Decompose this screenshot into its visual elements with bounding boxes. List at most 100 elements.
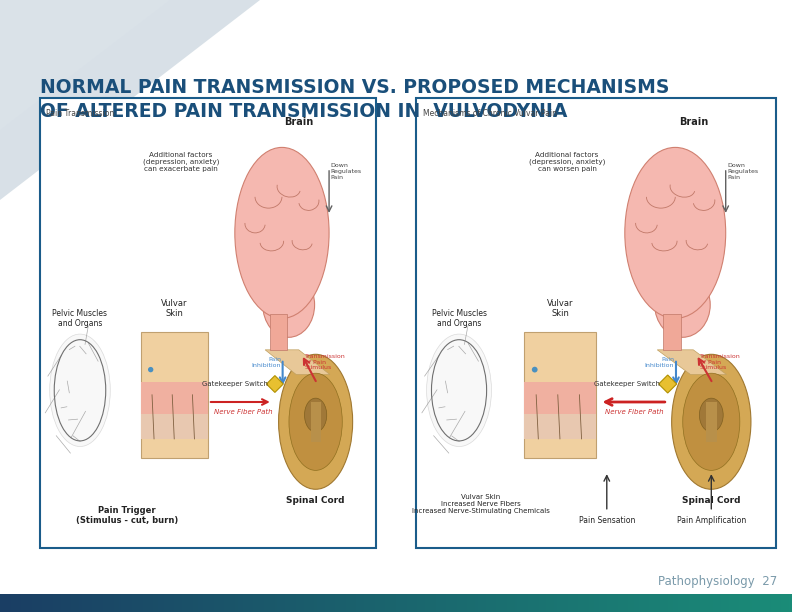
Bar: [631, 594, 634, 612]
Bar: [731, 594, 735, 612]
Bar: [156, 594, 159, 612]
Bar: [270, 314, 287, 350]
Bar: [141, 332, 208, 458]
Bar: [208, 594, 212, 612]
Bar: [13, 594, 17, 612]
Bar: [21, 594, 25, 612]
Bar: [119, 594, 123, 612]
Polygon shape: [266, 376, 284, 392]
Bar: [251, 594, 254, 612]
Bar: [185, 594, 188, 612]
Bar: [652, 594, 656, 612]
Text: Spinal Cord: Spinal Cord: [682, 496, 741, 505]
Bar: [584, 594, 587, 612]
Bar: [710, 594, 714, 612]
Text: Pathophysiology  27: Pathophysiology 27: [657, 575, 777, 588]
Polygon shape: [0, 0, 260, 200]
Bar: [135, 594, 139, 612]
Bar: [628, 594, 632, 612]
Bar: [141, 382, 208, 414]
Bar: [211, 594, 215, 612]
Bar: [457, 594, 460, 612]
Bar: [402, 594, 405, 612]
Bar: [774, 594, 777, 612]
Bar: [533, 594, 537, 612]
Text: NORMAL PAIN TRANSMISSION VS. PROPOSED MECHANISMS
OF ALTERED PAIN TRANSMISSION IN: NORMAL PAIN TRANSMISSION VS. PROPOSED ME…: [40, 78, 669, 121]
Polygon shape: [659, 375, 676, 393]
Bar: [319, 594, 323, 612]
Bar: [32, 594, 36, 612]
Bar: [172, 594, 175, 612]
Bar: [462, 594, 466, 612]
Bar: [581, 594, 584, 612]
Ellipse shape: [683, 373, 740, 471]
Bar: [145, 594, 149, 612]
Bar: [143, 594, 147, 612]
Bar: [394, 594, 397, 612]
Bar: [285, 594, 289, 612]
Bar: [485, 594, 489, 612]
Bar: [303, 594, 307, 612]
Text: Nerve Fiber Path: Nerve Fiber Path: [604, 409, 663, 415]
Bar: [512, 594, 516, 612]
Bar: [523, 594, 527, 612]
Bar: [596, 594, 600, 612]
Bar: [182, 594, 186, 612]
Bar: [620, 594, 624, 612]
Bar: [444, 594, 447, 612]
Bar: [227, 594, 230, 612]
Bar: [267, 594, 270, 612]
Bar: [307, 594, 310, 612]
Bar: [718, 594, 722, 612]
Bar: [707, 594, 711, 612]
Bar: [433, 594, 436, 612]
Bar: [489, 594, 492, 612]
Bar: [573, 594, 577, 612]
Bar: [663, 314, 680, 350]
Bar: [261, 594, 265, 612]
Bar: [612, 594, 616, 612]
Bar: [190, 594, 194, 612]
Bar: [412, 594, 416, 612]
Bar: [29, 594, 32, 612]
Bar: [546, 594, 550, 612]
Bar: [87, 594, 91, 612]
Bar: [180, 594, 183, 612]
Bar: [275, 594, 278, 612]
Bar: [768, 594, 772, 612]
Bar: [607, 594, 611, 612]
Circle shape: [532, 367, 538, 373]
Bar: [786, 594, 790, 612]
Bar: [610, 594, 614, 612]
Bar: [348, 594, 352, 612]
Bar: [671, 594, 674, 612]
Bar: [141, 414, 208, 439]
Bar: [683, 594, 687, 612]
Bar: [663, 594, 666, 612]
Text: Brain: Brain: [284, 117, 314, 127]
Bar: [388, 594, 392, 612]
Bar: [79, 594, 83, 612]
Bar: [121, 594, 125, 612]
Bar: [763, 594, 767, 612]
Ellipse shape: [289, 373, 342, 471]
Bar: [451, 594, 455, 612]
Bar: [525, 594, 529, 612]
Text: Pain Amplification: Pain Amplification: [676, 517, 746, 525]
Bar: [362, 594, 365, 612]
Ellipse shape: [263, 272, 314, 337]
Text: Down
Regulates
Pain: Down Regulates Pain: [728, 163, 759, 180]
Bar: [153, 594, 157, 612]
Bar: [531, 594, 535, 612]
Bar: [309, 594, 313, 612]
Polygon shape: [657, 350, 726, 375]
Bar: [71, 594, 75, 612]
Bar: [623, 594, 626, 612]
Bar: [483, 594, 487, 612]
Bar: [782, 594, 785, 612]
Bar: [524, 332, 596, 458]
Bar: [85, 594, 88, 612]
Bar: [338, 594, 341, 612]
Bar: [676, 594, 680, 612]
Bar: [396, 594, 400, 612]
